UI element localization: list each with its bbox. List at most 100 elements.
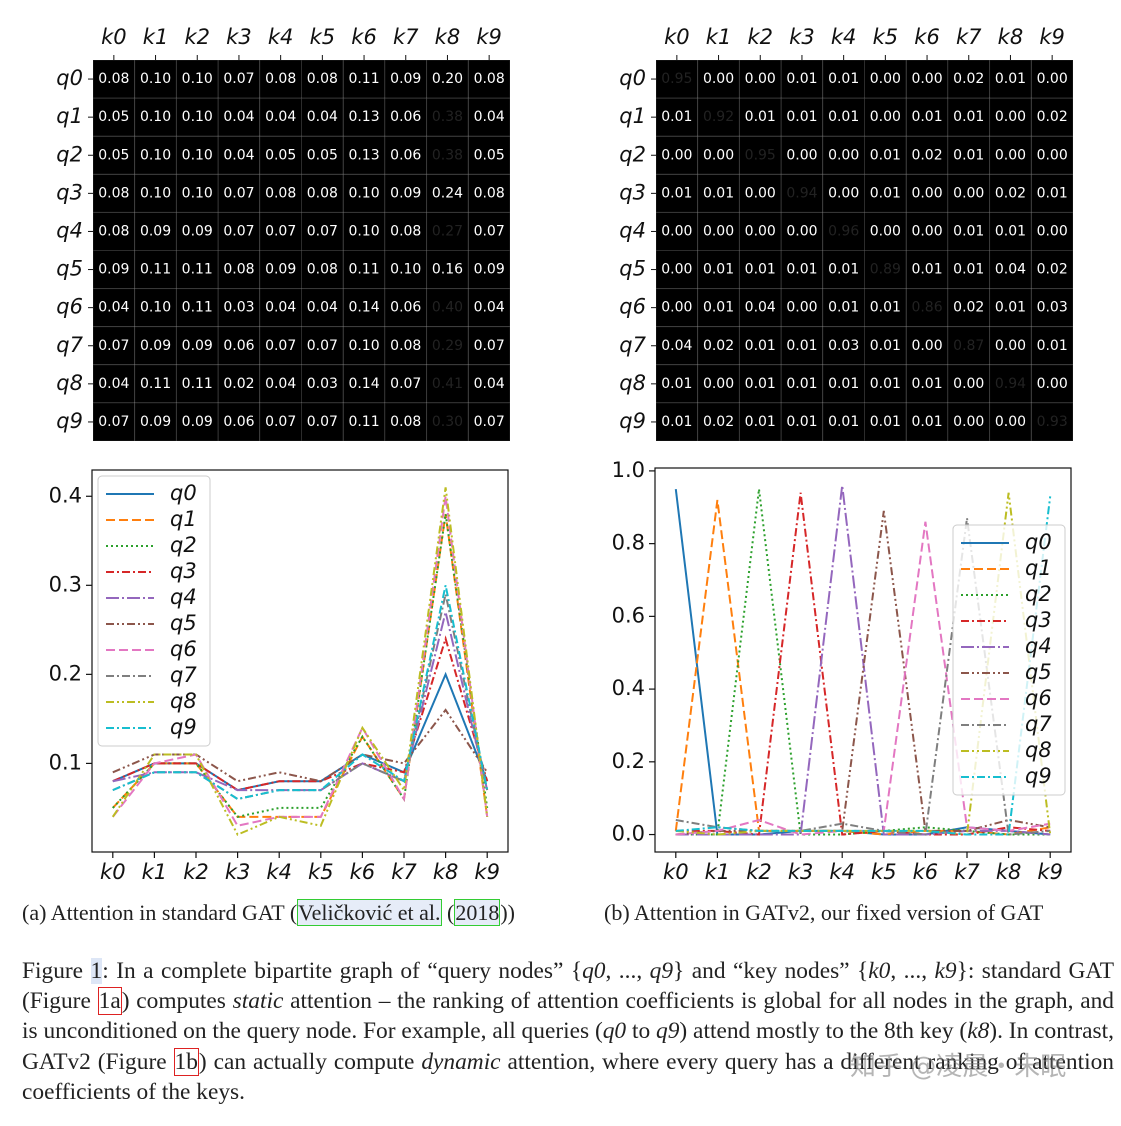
cell-label: 0.00 (911, 71, 942, 87)
cell-label: 0.06 (223, 338, 254, 354)
heatmap-cell (822, 326, 865, 366)
heatmap-cell (467, 288, 511, 328)
cell-label: 0.03 (1037, 300, 1068, 316)
text: ) attend mostly to the 8th key ( (679, 1018, 968, 1045)
heatmap-cell (1030, 402, 1074, 442)
heatmap-cell (384, 326, 428, 366)
cell-label: 0.01 (911, 262, 942, 278)
cell-label: 0.04 (661, 338, 692, 354)
plot-frame (654, 467, 1072, 853)
cell-label: 0.01 (1037, 338, 1068, 354)
cell-label: 0.11 (140, 262, 171, 278)
legend-label: q2 (170, 533, 197, 557)
cell-label: 0.38 (432, 109, 463, 125)
heatmap-cell (467, 135, 511, 175)
heatmap-cell (864, 250, 907, 290)
legend-label: q3 (1025, 608, 1052, 632)
cell-label: 0.07 (474, 223, 505, 239)
cell-label: 0.02 (995, 185, 1026, 201)
cell-label: 0.02 (911, 147, 942, 163)
heatmap-cell (259, 135, 302, 175)
text: }: standard GAT (Figure (22, 958, 1114, 1015)
cell-label: 0.10 (182, 147, 213, 163)
figure-link[interactable]: 1a (97, 987, 122, 1016)
heatmap-cell (384, 364, 428, 404)
heatmap-cell (301, 59, 344, 99)
y-tick-label: 1.0 (612, 458, 645, 482)
x-tick-label: k3 (225, 860, 251, 884)
y-tick-label: 0.4 (612, 676, 645, 700)
cell-label: 0.02 (223, 376, 254, 392)
math: q9 (656, 1018, 680, 1045)
cell-label: 0.00 (995, 414, 1026, 430)
cell-label: 0.01 (661, 414, 692, 430)
series-line (675, 521, 1051, 836)
y-tick-label: q1 (619, 104, 646, 128)
series-line (675, 485, 1051, 836)
legend-label: q9 (1025, 764, 1052, 788)
cell-label: 0.01 (703, 185, 734, 201)
heatmap-cell (342, 364, 386, 404)
heatmap-cell (384, 288, 428, 328)
cell-label: 0.01 (911, 109, 942, 125)
citation-link[interactable]: Veličković et al. (297, 899, 442, 926)
x-tick-label: k5 (308, 860, 334, 884)
x-tick-label: k4 (266, 860, 292, 884)
text: ). In contrast, GATv2 (Figure (22, 1018, 1115, 1075)
cell-label: 0.07 (474, 338, 505, 354)
cell-label: 0.01 (828, 376, 859, 392)
heatmap-cell (175, 364, 219, 404)
cell-label: 0.10 (140, 147, 171, 163)
text: ) can actually compute (198, 1048, 422, 1075)
cell-label: 0.29 (432, 338, 463, 354)
series-line (112, 635, 489, 792)
x-tick-label: k3 (788, 860, 814, 884)
y-tick-label: q8 (619, 371, 646, 395)
cell-label: 0.01 (661, 185, 692, 201)
cell-label: 0.11 (182, 300, 213, 316)
legend-box (97, 475, 211, 747)
cell-label: 0.07 (223, 71, 254, 87)
heatmap-cell (738, 402, 782, 442)
cell-label: 0.08 (307, 185, 338, 201)
y-tick-label: q1 (56, 104, 83, 128)
cell-label: 0.10 (140, 109, 171, 125)
cell-label: 0.02 (703, 338, 734, 354)
heatmap-cell (905, 173, 949, 213)
cell-label: 0.94 (786, 185, 817, 201)
heatmap-cell (905, 135, 949, 175)
y-tick-label: q7 (619, 333, 646, 357)
heatmap-cell (426, 364, 469, 404)
y-tick-label: q6 (56, 295, 83, 319)
x-tick-label: k6 (914, 25, 940, 49)
cell-label: 0.09 (390, 185, 421, 201)
text: Figure (22, 958, 91, 984)
series-line (675, 510, 1051, 836)
cell-label: 0.01 (786, 262, 817, 278)
citation-link[interactable]: 2018 (454, 899, 501, 926)
x-tick-label: k0 (664, 25, 690, 49)
series-line (675, 488, 1051, 836)
figure-link[interactable]: 1b (173, 1047, 199, 1076)
heatmap-cell (947, 402, 991, 442)
heatmap-cell (426, 97, 469, 137)
series-line (111, 487, 489, 836)
heatmap-cell (467, 59, 511, 99)
legend-label: q5 (1025, 660, 1052, 684)
heatmap-cell (301, 250, 344, 290)
cell-label: 0.10 (182, 71, 213, 87)
cell-label: 0.09 (265, 262, 296, 278)
x-tick-label: k2 (183, 860, 209, 884)
legend-label: q1 (170, 507, 197, 531)
x-tick-label: k0 (663, 860, 689, 884)
cell-label: 0.08 (390, 223, 421, 239)
x-tick-label: k5 (871, 860, 897, 884)
heatmap-cell (92, 288, 136, 328)
cell-label: 0.02 (1037, 262, 1068, 278)
math: k0 (868, 958, 891, 984)
heatmap-cell (864, 135, 907, 175)
heatmap-cell (426, 135, 469, 175)
cell-label: 0.01 (953, 262, 984, 278)
cell-label: 0.00 (953, 185, 984, 201)
